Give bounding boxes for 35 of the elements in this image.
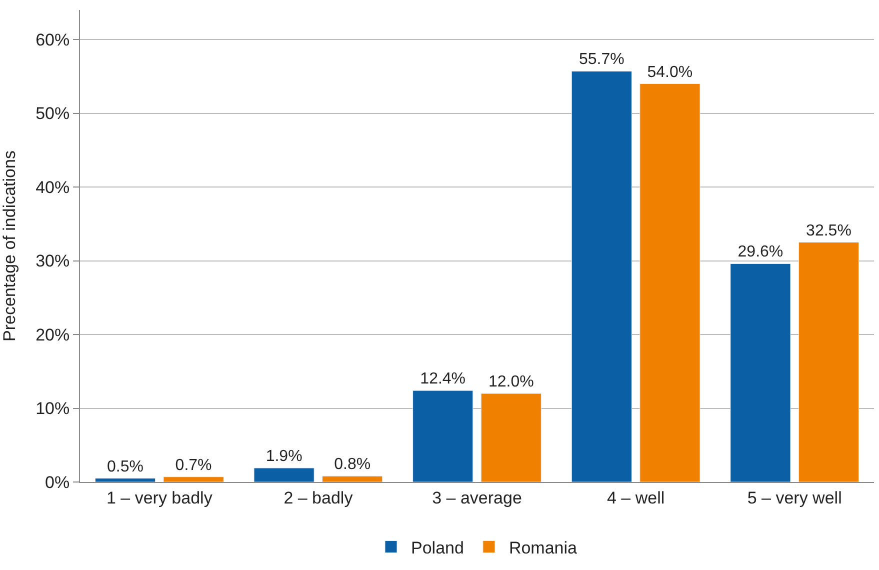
data-label: 1.9% xyxy=(266,448,302,465)
y-axis-title: Precentage of indications xyxy=(0,150,20,342)
y-tick-label: 0% xyxy=(45,472,70,492)
y-tick-label: 50% xyxy=(36,104,70,124)
data-label: 0.5% xyxy=(107,458,144,476)
data-label: 12.0% xyxy=(488,374,534,390)
bar xyxy=(163,476,224,482)
y-tick-label: 30% xyxy=(36,252,70,271)
x-tick-label: 3 – average xyxy=(432,488,522,508)
bar xyxy=(254,468,314,482)
y-tick-label: 10% xyxy=(36,399,70,418)
data-label: 32.5% xyxy=(806,222,852,240)
x-tick-label: 4 – well xyxy=(606,488,665,508)
data-label: 12.4% xyxy=(420,370,466,388)
legend-label: Romania xyxy=(508,538,578,558)
y-tick-label: 40% xyxy=(36,178,70,197)
bar xyxy=(571,70,632,482)
y-tick-label: 60% xyxy=(36,30,70,50)
bar xyxy=(798,242,860,482)
bar xyxy=(322,476,383,482)
data-label: 54.0% xyxy=(647,64,693,81)
bar xyxy=(730,263,791,482)
bar xyxy=(412,390,474,482)
data-label: 55.7% xyxy=(578,51,624,68)
x-tick-label: 2 – badly xyxy=(284,488,354,508)
bar xyxy=(94,478,156,482)
legend-label: Poland xyxy=(411,538,464,558)
x-tick-label: 5 – very well xyxy=(747,488,842,508)
y-tick-label: 20% xyxy=(36,325,70,344)
bar xyxy=(480,393,542,482)
x-tick-label: 1 – very badly xyxy=(106,488,213,508)
data-label: 0.8% xyxy=(334,456,371,474)
bar xyxy=(640,84,700,482)
data-label: 0.7% xyxy=(175,456,212,474)
data-label: 29.6% xyxy=(738,244,784,261)
